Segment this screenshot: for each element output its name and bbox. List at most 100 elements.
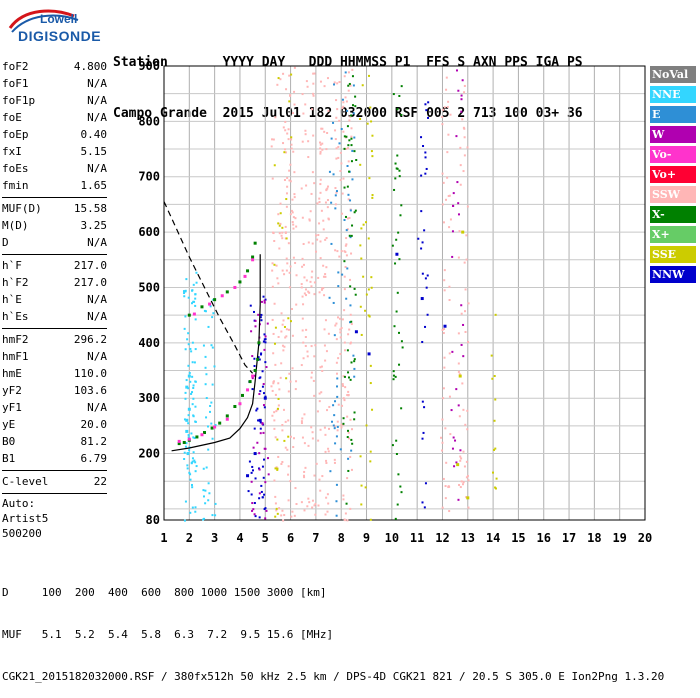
echo-dot: [282, 319, 285, 322]
echo-dot: [325, 459, 328, 462]
echo-dot: [188, 471, 191, 474]
echo-dot: [314, 344, 317, 347]
echo-dot: [397, 231, 400, 234]
echo-dot: [259, 421, 262, 424]
echo-dot: [343, 375, 346, 378]
param-value: 15.58: [73, 202, 107, 215]
echo-dot: [311, 242, 314, 245]
echo-dot: [271, 318, 274, 321]
param-label: h`F2: [2, 276, 29, 289]
echo-dot: [262, 340, 265, 343]
echo-dot: [333, 458, 336, 461]
echo-dot: [301, 216, 304, 219]
echo-dot: [466, 409, 469, 412]
echo-dot: [301, 93, 304, 96]
echo-dot: [204, 489, 207, 492]
echo-dot: [262, 431, 265, 434]
param-label: MUF(D): [2, 202, 42, 215]
echo-dot: [394, 177, 397, 180]
echo-dot: [310, 371, 313, 374]
echo-dot: [324, 319, 327, 322]
echo-dot: [347, 469, 350, 472]
echo-dot: [274, 467, 277, 470]
echo-dot: [346, 125, 349, 128]
echo-dot: [274, 436, 277, 439]
echo-dot: [345, 100, 348, 103]
echo-dot: [286, 448, 289, 451]
echo-dot: [310, 376, 313, 379]
echo-dot: [307, 140, 310, 143]
echo-dot: [394, 262, 397, 265]
data-point-vo-: [187, 437, 191, 441]
echo-dot: [301, 417, 304, 420]
echo-dot: [344, 349, 347, 352]
echo-dot: [283, 273, 286, 276]
echo-dot: [351, 178, 354, 181]
data-point-x-: [240, 393, 244, 397]
profile-dashed-curve: [163, 201, 254, 374]
echo-dot: [253, 374, 256, 377]
echo-dot: [353, 411, 356, 414]
echo-dot: [193, 459, 196, 462]
echo-dot: [336, 429, 339, 432]
x-tick-label: 6: [287, 531, 294, 545]
echo-dot: [292, 227, 295, 230]
echo-dot: [320, 288, 323, 291]
echo-dot: [320, 391, 323, 394]
echo-dot: [334, 203, 337, 206]
data-point-x-: [177, 442, 181, 446]
legend-item-vo-: Vo+: [650, 166, 696, 183]
echo-dot: [192, 397, 195, 400]
echo-dot: [319, 80, 322, 83]
param-row: h`E N/A: [2, 291, 107, 308]
echo-dot: [189, 380, 192, 383]
echo-dot: [259, 353, 262, 356]
echo-dot: [352, 112, 355, 115]
echo-dot: [313, 293, 316, 296]
echo-dot: [260, 484, 263, 487]
echo-dot: [300, 420, 303, 423]
x-tick-label: 17: [562, 531, 576, 545]
echo-dot: [205, 416, 208, 419]
data-point-vo-: [251, 258, 255, 262]
param-label: hmF1: [2, 350, 29, 363]
echo-dot: [462, 323, 465, 326]
echo-dot: [256, 441, 259, 444]
echo-dot: [391, 244, 394, 247]
echo-dot: [295, 225, 298, 228]
echo-dot: [450, 409, 453, 412]
echo-dot: [309, 210, 312, 213]
param-value: 4.800: [73, 60, 107, 73]
echo-dot: [261, 385, 264, 388]
echo-dot: [338, 119, 341, 122]
echo-dot: [466, 146, 469, 149]
echo-dot: [207, 325, 210, 328]
echo-dot: [360, 333, 363, 336]
echo-dot: [320, 127, 323, 130]
echo-dot: [324, 433, 327, 436]
echo-dot: [281, 423, 284, 426]
echo-dot: [442, 181, 445, 184]
echo-dot: [421, 272, 424, 275]
echo-dot: [326, 510, 329, 513]
echo-dot: [278, 247, 281, 250]
echo-dot: [290, 143, 293, 146]
echo-dot: [364, 309, 367, 312]
echo-dot: [283, 514, 286, 517]
data-point-nne: [185, 429, 189, 433]
echo-dot: [397, 473, 400, 476]
echo-dot: [273, 239, 276, 242]
echo-dot: [337, 271, 340, 274]
echo-dot: [424, 482, 427, 485]
echo-dot: [194, 304, 197, 307]
legend-item-ssw: SSW: [650, 186, 696, 203]
echo-dot: [350, 144, 353, 147]
echo-dot: [302, 303, 305, 306]
echo-dot: [421, 241, 424, 244]
param-value: 5.15: [80, 145, 108, 158]
echo-dot: [350, 234, 353, 237]
echo-dot: [274, 495, 277, 498]
echo-dot: [345, 237, 348, 240]
echo-dot: [310, 276, 313, 279]
echo-dot: [393, 188, 396, 191]
